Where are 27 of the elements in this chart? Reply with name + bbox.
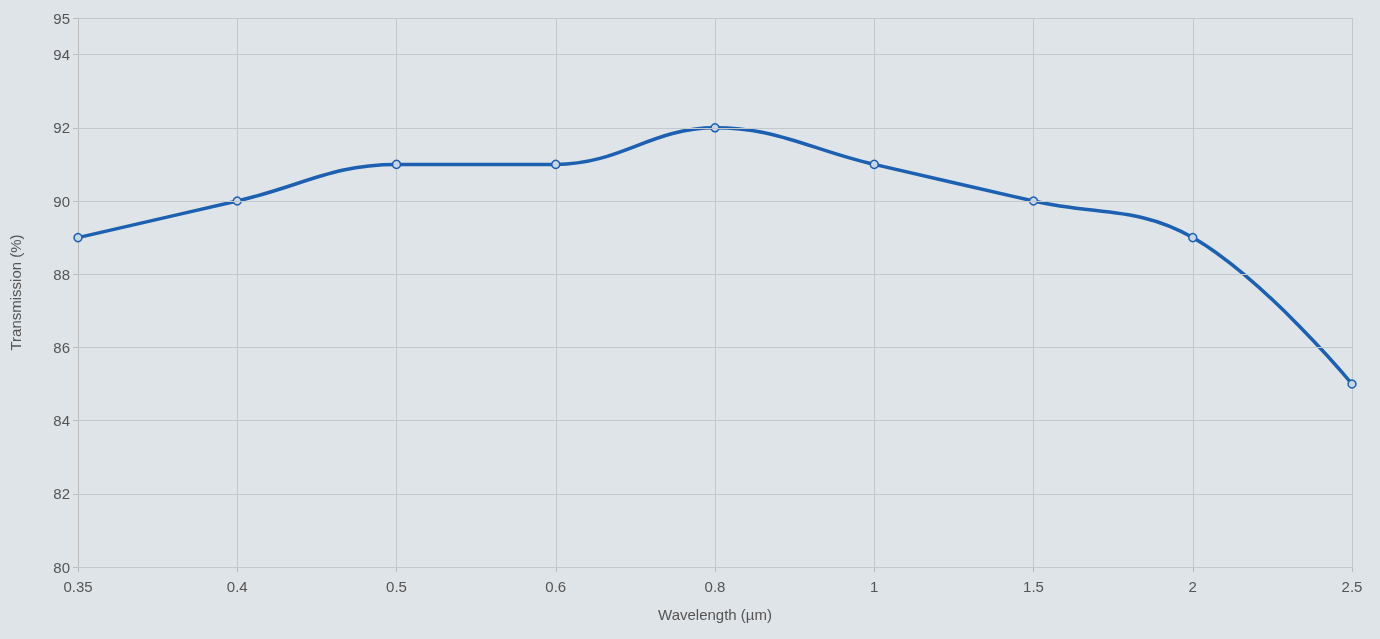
- y-tick-label: 88: [53, 265, 70, 283]
- x-tick-label: 2: [1188, 578, 1197, 595]
- x-tick-label: 0.8: [704, 578, 726, 595]
- x-tick-label: 0.4: [226, 578, 248, 595]
- x-tick-label: 1.5: [1023, 578, 1044, 595]
- y-tick-label: 92: [53, 119, 70, 137]
- y-axis-title: Transmission (%): [7, 234, 24, 351]
- x-tick-label: 1: [870, 578, 879, 595]
- point: [1028, 196, 1039, 206]
- x-tick-label: 0.5: [386, 578, 407, 595]
- x-axis-title: Wavelength (µm): [658, 606, 772, 623]
- y-tick-label: 94: [53, 46, 70, 64]
- x-tick-label: 0.6: [545, 578, 567, 595]
- point: [869, 159, 879, 170]
- point: [1347, 379, 1357, 389]
- point: [391, 159, 402, 170]
- y-tick-label: 84: [53, 412, 70, 430]
- point: [73, 232, 83, 243]
- x-tick-label: 0.35: [63, 578, 93, 595]
- point: [551, 159, 561, 170]
- point: [1188, 232, 1198, 243]
- y-tick-label: 90: [53, 192, 70, 210]
- y-tick-label: 80: [53, 558, 70, 576]
- y-tick-label: 95: [53, 9, 70, 27]
- y-tick-label: 82: [53, 485, 70, 503]
- x-tick-label: 2.5: [1341, 578, 1363, 595]
- y-tick-label: 86: [53, 338, 70, 356]
